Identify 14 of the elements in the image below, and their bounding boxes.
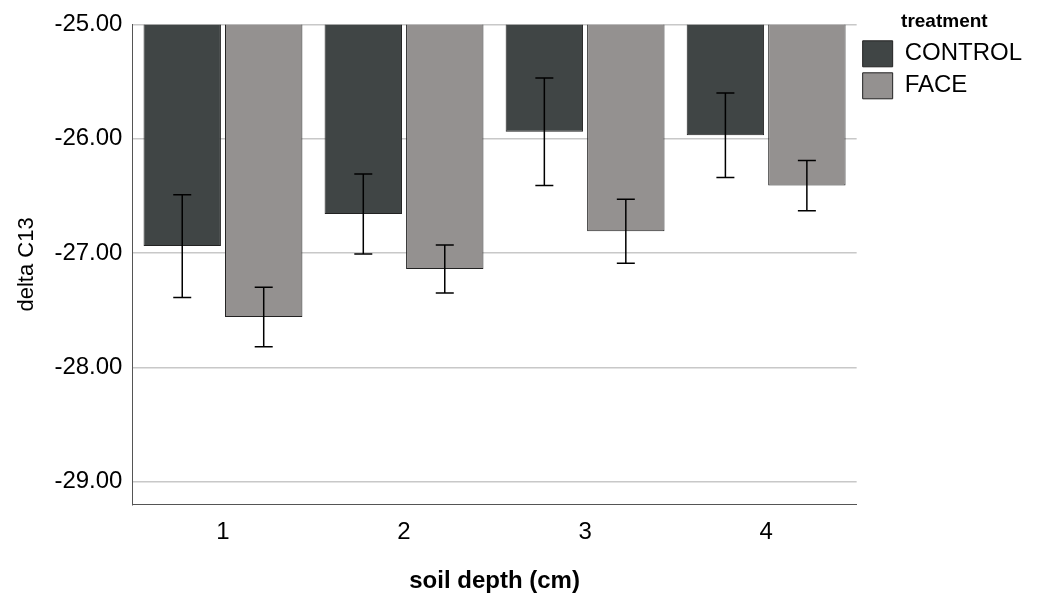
y-tick-label: -28.00 [54, 351, 123, 379]
y-tick-label: -26.00 [54, 123, 123, 151]
y-tick-label: -29.00 [54, 466, 123, 494]
x-tick-label: 3 [578, 517, 592, 545]
x-tick-label: 4 [759, 517, 773, 545]
x-tick-label: 1 [216, 517, 230, 545]
legend-label: FACE [904, 70, 968, 98]
x-axis-title: soil depth (cm) [409, 566, 580, 594]
y-axis-title: delta C13 [13, 217, 39, 312]
x-tick-label: 2 [397, 517, 411, 545]
y-tick-label: -27.00 [54, 237, 123, 265]
legend-label: CONTROL [904, 38, 1022, 66]
legend-title: treatment [901, 9, 989, 31]
y-tick-label: -25.00 [54, 9, 123, 37]
